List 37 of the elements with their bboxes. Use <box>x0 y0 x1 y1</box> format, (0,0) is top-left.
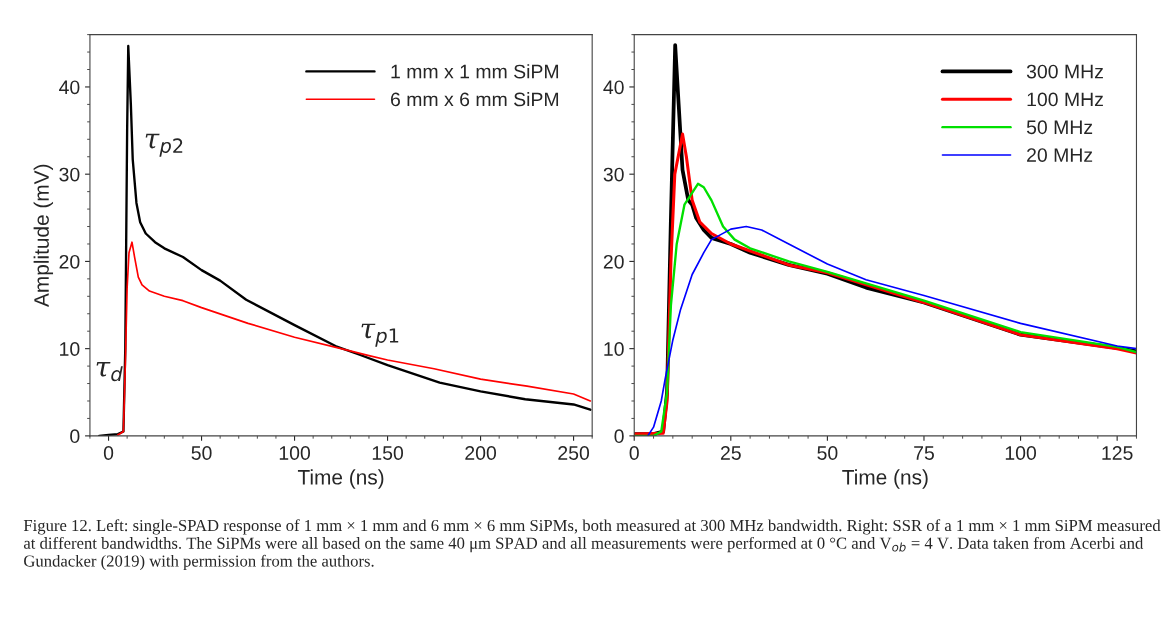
legend-label: 50 MHz <box>1026 120 1093 135</box>
annotation: τ$_{p1}$ <box>361 323 399 347</box>
x-tick-label: 75 <box>914 446 934 460</box>
x-axis-title: Time (ns) <box>842 469 928 489</box>
y-axis-title: Amplitude (mV) <box>33 164 54 307</box>
y-tick-label: 40 <box>59 80 80 95</box>
x-tick-label: 25 <box>720 446 741 460</box>
line-series <box>646 225 1137 436</box>
x-tick-label: 0 <box>629 446 639 460</box>
text: Figure 12. Left: single-SPAD response of 1 mm × 1 mm and 6 mm × 6 mm SiPMs, both measured at 300 MHz bandwidth. Right: SSR of a 1 mm × 1 mm SiPM measured at different bandwidths. The SiPMs were all based on the same 40 μm SPAD and all measurements were performed at 0 °C and V$_{ob}$ = 4 V. Data taken from Acerbi and Gundacker (2019) with permission from the authors. <box>23 519 1161 571</box>
x-tick-label: 150 <box>372 446 404 460</box>
y-tick-label: 20 <box>59 254 80 269</box>
x-tick-label: 50 <box>817 446 838 460</box>
y-tick-label: 10 <box>604 342 624 356</box>
x-tick-label: 50 <box>191 446 212 460</box>
y-tick-label: 0 <box>70 429 80 444</box>
legend-label: 100 MHz <box>1027 92 1103 107</box>
x-tick-label: 0 <box>103 446 114 460</box>
legend-label: 20 MHz <box>1027 148 1093 162</box>
annotation: τ$_{p2}$ <box>145 133 183 157</box>
y-tick-label: 30 <box>603 167 624 182</box>
y-tick-label: 40 <box>603 80 624 95</box>
y-tick-label: 20 <box>603 254 624 269</box>
y-tick-label: 30 <box>59 167 80 182</box>
x-tick-label: 250 <box>558 446 590 460</box>
y-tick-label: 10 <box>60 342 80 356</box>
x-tick-label: 100 <box>1005 446 1037 460</box>
x-tick-label: 125 <box>1102 446 1133 460</box>
legend-label: 1 mm x 1 mm SiPM <box>391 64 559 79</box>
legend-label: 300 MHz <box>1026 64 1103 79</box>
annotation: τ$_{d}$ <box>96 361 123 382</box>
line-series <box>98 44 592 436</box>
x-tick-label: 200 <box>465 446 497 460</box>
y-tick-label: 0 <box>614 429 624 444</box>
x-tick-label: 100 <box>279 446 311 460</box>
legend-label: 6 mm x 6 mm SiPM <box>391 92 559 107</box>
x-axis-title: Time (ns) <box>297 469 384 489</box>
